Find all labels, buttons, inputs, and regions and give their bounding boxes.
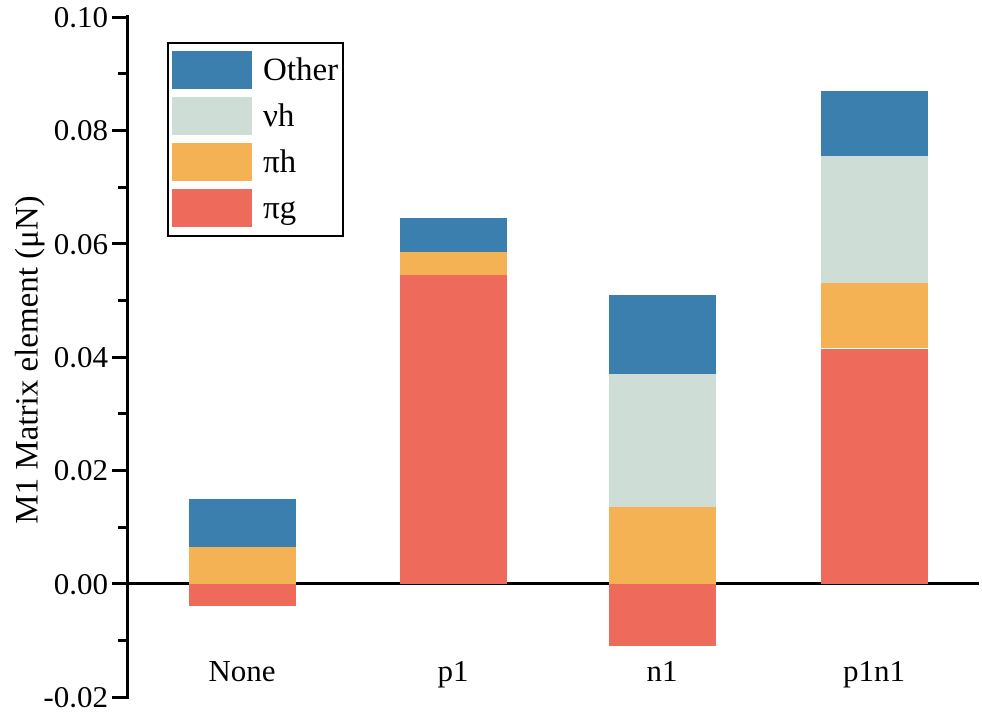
y-tick-label: 0.06 (53, 225, 108, 261)
y-minor-tick (118, 298, 126, 302)
bar-p1-segment-Other (399, 218, 507, 253)
legend-swatch-πg (172, 189, 252, 227)
bar-p1n1-segment-νh (820, 155, 928, 284)
x-category-label-n1: n1 (646, 653, 678, 688)
y-major-tick (112, 128, 126, 132)
y-tick-label: 0.00 (53, 565, 108, 601)
legend-entry-πh: πh (172, 139, 342, 185)
y-major-tick (112, 468, 126, 472)
legend-entry-νh: νh (172, 93, 342, 139)
legend-label-πh: πh (263, 144, 297, 180)
y-major-tick (112, 582, 126, 586)
y-axis-spine (126, 15, 129, 699)
y-tick-label: 0.10 (53, 0, 108, 34)
y-major-tick (112, 355, 126, 359)
y-tick-label: 0.02 (53, 452, 108, 488)
legend-label-νh: νh (263, 98, 295, 134)
bar-None-segment-Other (188, 498, 296, 547)
legend-entry-Other: Other (172, 47, 342, 93)
x-category-label-None: None (208, 653, 276, 688)
x-category-label-p1: p1 (437, 653, 469, 688)
y-major-tick (112, 242, 126, 246)
y-minor-tick (118, 638, 126, 642)
bar-n1-segment-Other (608, 294, 716, 374)
legend-box: Other νh πh πg (167, 42, 344, 237)
y-minor-tick (118, 412, 126, 416)
bar-p1n1-segment-πg (820, 348, 928, 584)
y-major-tick (112, 15, 126, 19)
x-category-label-p1n1: p1n1 (843, 653, 905, 688)
bar-n1-segment-νh (608, 374, 716, 508)
y-major-tick (112, 695, 126, 699)
bar-p1n1-segment-Other (820, 90, 928, 156)
legend-swatch-νh (172, 97, 252, 135)
y-minor-tick (118, 72, 126, 76)
zero-baseline (126, 582, 979, 585)
y-minor-tick (118, 185, 126, 189)
bar-p1-segment-πh (399, 252, 507, 275)
y-tick-label: 0.08 (53, 112, 108, 148)
legend-swatch-πh (172, 143, 252, 181)
y-minor-tick (118, 525, 126, 529)
legend-entry-πg: πg (172, 185, 342, 231)
legend-label-πg: πg (263, 190, 297, 226)
legend-swatch-Other (172, 51, 252, 89)
y-tick-label: 0.04 (53, 339, 108, 374)
y-tick-label: -0.02 (43, 679, 108, 714)
bar-None-segment-πg (188, 583, 296, 607)
bar-p1-segment-πg (399, 274, 507, 584)
bar-n1-segment-πg (608, 583, 716, 646)
bar-None-segment-πh (188, 546, 296, 584)
bar-n1-segment-πh (608, 507, 716, 584)
legend-label-Other: Other (263, 52, 339, 88)
bar-p1n1-segment-πh (820, 283, 928, 349)
